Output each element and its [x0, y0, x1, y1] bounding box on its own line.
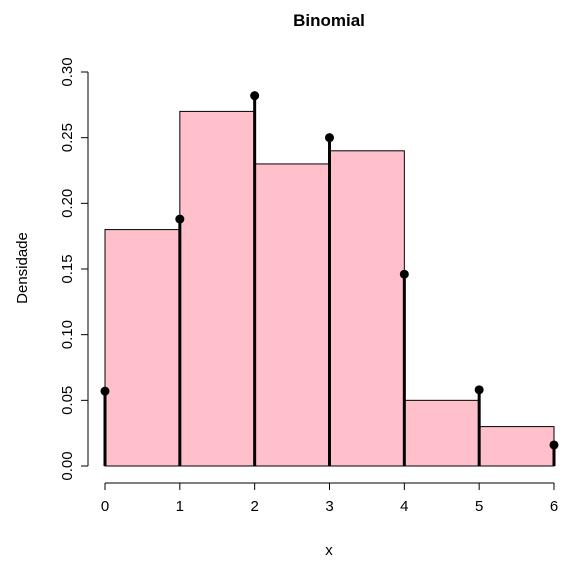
- x-axis-label: x: [325, 542, 333, 559]
- pmf-point: [474, 385, 484, 395]
- x-axis: 0 1 2 3 4 5 6: [101, 482, 558, 515]
- histogram-bars: [104, 110, 555, 467]
- x-tick-label: 6: [550, 498, 558, 515]
- chart-title: Binomial: [293, 11, 365, 30]
- x-tick-label: 3: [325, 498, 333, 515]
- x-tick-label: 2: [250, 498, 258, 515]
- y-tick-label: 0.15: [59, 254, 76, 283]
- pmf-point: [250, 91, 260, 101]
- histogram-bar: [478, 426, 555, 467]
- histogram-bar: [254, 163, 331, 467]
- x-tick-label: 4: [400, 498, 408, 515]
- pmf-point: [549, 440, 559, 450]
- x-tick-label: 5: [475, 498, 483, 515]
- pmf-point: [100, 386, 110, 396]
- histogram-bar: [403, 399, 480, 467]
- y-tick-label: 0.30: [59, 57, 76, 86]
- pmf-point: [325, 133, 334, 143]
- y-tick-label: 0.25: [59, 123, 76, 152]
- y-axis-label: Densidade: [14, 232, 31, 304]
- pmf-stems: [103, 95, 556, 466]
- y-axis: 0.00 0.05 0.10 0.15 0.20 0.25 0.30: [59, 57, 89, 481]
- x-tick-label: 0: [101, 498, 109, 515]
- histogram-bar: [104, 229, 181, 467]
- histogram-bar: [179, 110, 256, 467]
- y-tick-label: 0.05: [59, 386, 76, 415]
- histogram-bar: [329, 150, 405, 467]
- y-tick-label: 0.00: [59, 451, 76, 480]
- pmf-points: [100, 91, 559, 450]
- y-tick-label: 0.20: [59, 189, 76, 218]
- y-tick-label: 0.10: [59, 320, 76, 349]
- x-tick-label: 1: [176, 498, 184, 515]
- pmf-point: [175, 214, 185, 224]
- pmf-point: [399, 269, 409, 279]
